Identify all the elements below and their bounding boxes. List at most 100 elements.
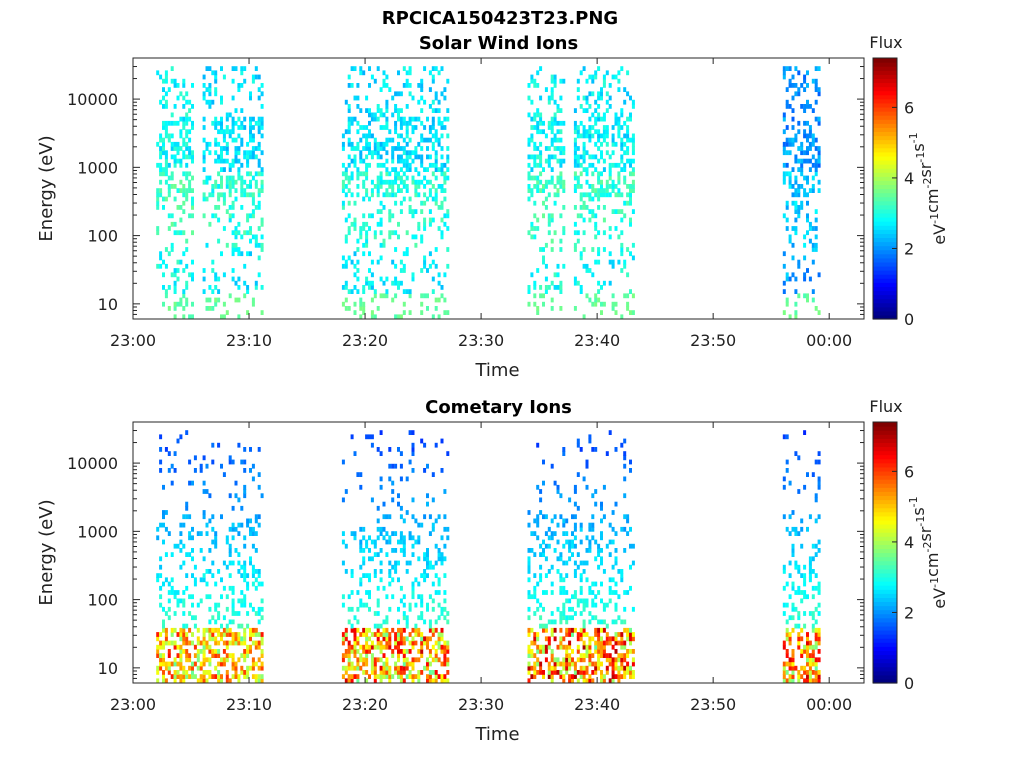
flux-cell	[443, 653, 447, 658]
flux-cell	[214, 619, 218, 625]
flux-cell	[394, 644, 398, 650]
flux-cell	[365, 539, 369, 545]
flux-cell	[347, 665, 351, 671]
flux-cell	[437, 615, 441, 621]
colorbar-swatch	[873, 434, 897, 439]
flux-cell	[185, 632, 189, 637]
flux-cell	[228, 632, 232, 637]
flux-cell	[797, 205, 801, 210]
flux-cell	[527, 175, 531, 181]
flux-cell	[365, 653, 369, 658]
flux-cell	[591, 602, 595, 608]
flux-cell	[182, 137, 186, 143]
flux-cell	[251, 665, 255, 671]
flux-cell	[405, 125, 409, 130]
flux-cell	[428, 623, 432, 629]
flux-cell	[199, 577, 203, 583]
flux-cell	[362, 602, 366, 608]
flux-cell	[539, 162, 543, 168]
flux-cell	[182, 306, 186, 311]
flux-cell	[611, 526, 615, 532]
flux-cell	[811, 259, 815, 265]
flux-cell	[182, 590, 186, 595]
flux-cell	[237, 442, 241, 448]
flux-cell	[176, 632, 180, 637]
flux-cell	[629, 95, 632, 101]
flux-cell	[631, 293, 635, 299]
flux-cell	[214, 297, 218, 303]
flux-cell	[431, 162, 435, 168]
flux-cell	[814, 644, 818, 650]
flux-cell	[614, 657, 618, 663]
flux-cell	[544, 87, 548, 92]
flux-cell	[562, 590, 566, 595]
flux-cell	[225, 209, 229, 214]
flux-cell	[205, 87, 209, 92]
flux-cell	[550, 87, 554, 92]
flux-cell	[428, 564, 432, 570]
flux-cell	[791, 74, 795, 80]
flux-cell	[605, 602, 609, 608]
flux-cell	[420, 653, 424, 658]
flux-cell	[159, 171, 163, 177]
flux-cell	[573, 108, 577, 113]
flux-cell	[173, 640, 177, 646]
flux-cell	[359, 306, 363, 311]
flux-cell	[629, 468, 632, 473]
flux-cell	[631, 137, 635, 143]
colorbar-swatch	[873, 642, 897, 647]
flux-cell	[240, 670, 244, 675]
flux-cell	[782, 665, 786, 671]
flux-cell	[202, 657, 206, 663]
flux-cell	[602, 247, 606, 252]
flux-cell	[411, 640, 415, 646]
flux-cell	[782, 678, 786, 684]
flux-cell	[817, 484, 821, 490]
flux-cell	[240, 234, 244, 240]
flux-cell	[629, 289, 632, 294]
flux-cell	[611, 657, 615, 663]
flux-cell	[402, 539, 406, 545]
flux-cell	[620, 653, 624, 658]
flux-cell	[565, 573, 569, 578]
flux-cell	[347, 255, 351, 261]
flux-cell	[794, 137, 798, 143]
flux-cell	[359, 230, 363, 236]
flux-cell	[527, 627, 531, 633]
flux-cell	[811, 623, 815, 629]
flux-cell	[202, 154, 206, 160]
flux-cell	[243, 493, 247, 499]
flux-cell	[594, 297, 598, 303]
flux-cell	[370, 632, 374, 637]
flux-cell	[231, 175, 235, 181]
flux-cell	[362, 146, 366, 151]
flux-cell	[623, 263, 627, 269]
flux-cell	[568, 640, 572, 646]
flux-cell	[443, 514, 447, 520]
colorbar-swatch	[873, 491, 897, 497]
flux-cell	[594, 447, 598, 452]
flux-cell	[260, 665, 264, 671]
flux-cell	[260, 493, 264, 499]
flux-cell	[565, 665, 569, 671]
flux-cell	[806, 137, 809, 143]
flux-cell	[414, 167, 418, 172]
flux-cell	[408, 531, 412, 536]
flux-cell	[167, 598, 171, 604]
flux-cell	[341, 539, 345, 545]
flux-cell	[533, 158, 537, 164]
flux-cell	[446, 657, 450, 663]
flux-cell	[402, 665, 406, 671]
flux-cell	[782, 640, 786, 646]
flux-cell	[797, 184, 801, 189]
flux-cell	[562, 531, 566, 536]
flux-cell	[582, 674, 586, 679]
flux-cell	[208, 221, 212, 227]
flux-cell	[260, 125, 264, 130]
flux-cell	[231, 268, 235, 273]
flux-cell	[559, 627, 563, 633]
flux-cell	[176, 268, 180, 273]
flux-cell	[399, 146, 403, 151]
flux-cell	[388, 514, 392, 520]
flux-cell	[579, 674, 583, 679]
